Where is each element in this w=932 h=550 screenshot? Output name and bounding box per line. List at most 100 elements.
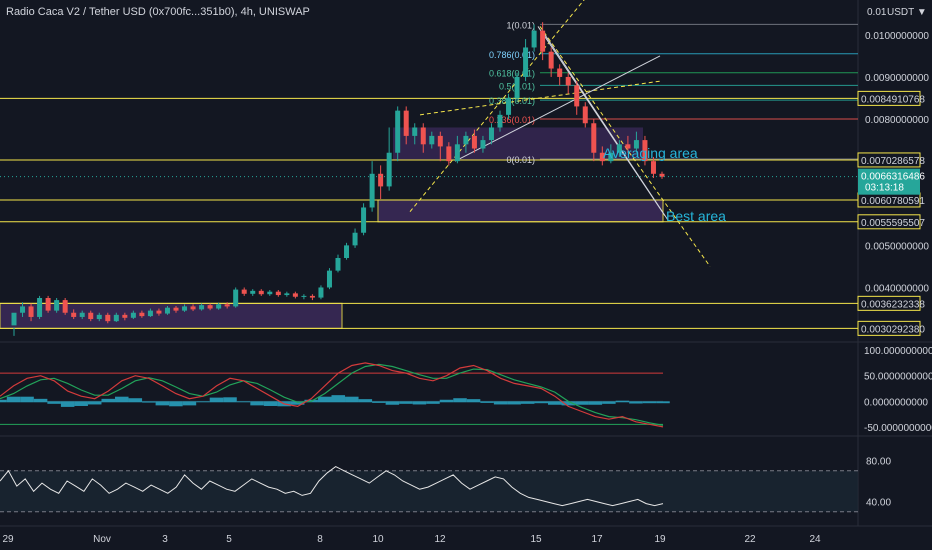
trend-line-channel xyxy=(419,80,661,116)
candle-body xyxy=(182,306,188,311)
candle-body xyxy=(582,106,588,124)
fib-level-label: 0.382(0.01) xyxy=(489,96,535,106)
macd-histogram-bar xyxy=(196,401,210,403)
candle-body xyxy=(531,30,537,48)
trend-line-channel-low xyxy=(454,55,661,162)
macd-y-tick: 50.0000000000 xyxy=(864,372,932,383)
candle-body xyxy=(11,312,17,326)
candle-body xyxy=(344,245,350,258)
macd-histogram-bar xyxy=(33,398,48,403)
macd-histogram-bar xyxy=(399,401,413,404)
candle-body xyxy=(326,270,332,288)
macd-histogram-bar xyxy=(250,401,264,406)
candle-body xyxy=(284,293,290,296)
fib-level-label: 0.786(0.01) xyxy=(489,50,535,60)
candle-body xyxy=(488,127,494,141)
candle-body xyxy=(130,312,136,318)
candle-body xyxy=(224,304,230,307)
candle-body xyxy=(20,306,26,313)
macd-histogram-bar xyxy=(426,401,440,404)
level-price-badge xyxy=(857,295,921,311)
candle-body xyxy=(199,305,205,310)
y-tick-label: 0.0040000000 xyxy=(865,283,929,294)
macd-histogram-bar xyxy=(209,397,224,403)
macd-histogram-bar xyxy=(412,401,427,405)
candle-body xyxy=(429,135,435,145)
candle-body xyxy=(386,152,392,187)
macd-histogram-bar xyxy=(466,399,481,403)
candle-body xyxy=(309,295,315,298)
candle-body xyxy=(454,144,460,162)
candle-body xyxy=(616,144,622,153)
candle-body xyxy=(267,291,273,295)
candle-body xyxy=(514,76,520,98)
macd-line xyxy=(0,362,664,428)
candle-body xyxy=(147,310,153,317)
candle-body xyxy=(54,300,60,311)
rsi-band xyxy=(0,470,858,512)
macd-histogram-bar xyxy=(317,396,332,403)
level-price-badge xyxy=(857,152,921,168)
level-price-badge xyxy=(857,90,921,106)
macd-histogram-bar xyxy=(480,401,494,403)
candle-body xyxy=(105,314,111,322)
macd-histogram-bar xyxy=(602,401,616,404)
fib-level-label: 0(0.01) xyxy=(506,155,535,165)
rsi-y-tick: 40.00 xyxy=(866,498,891,509)
candle-body xyxy=(523,47,529,77)
chart-title: Radio Caca V2 / Tether USD (0x700fc...35… xyxy=(6,6,310,18)
macd-histogram-bar xyxy=(223,397,237,403)
candle-body xyxy=(497,114,503,128)
candle-body xyxy=(608,152,614,162)
candle-body xyxy=(446,146,452,162)
macd-histogram-bar xyxy=(6,396,21,403)
macd-histogram-bar xyxy=(629,401,643,404)
candle-body xyxy=(164,307,170,314)
x-tick-label: 22 xyxy=(744,534,756,545)
candle-body xyxy=(420,127,426,145)
candle-body xyxy=(506,98,512,115)
candle-body xyxy=(540,30,546,52)
y-tick-label: 0.0080000000 xyxy=(865,115,929,126)
macd-histogram-bar xyxy=(656,401,670,404)
macd-histogram-bar xyxy=(642,401,657,404)
level-price-label: 0.0084910768 xyxy=(861,94,925,105)
candle-body xyxy=(190,306,196,310)
candle-body xyxy=(471,135,477,149)
macd-histogram-bar xyxy=(115,396,129,403)
macd-histogram-bar xyxy=(47,401,61,404)
candle-body xyxy=(122,314,128,318)
macd-histogram-bar xyxy=(0,399,7,403)
trend-line-down-2 xyxy=(537,26,666,217)
candle-body xyxy=(574,85,580,107)
candle-body xyxy=(45,298,51,311)
macd-histogram-bar xyxy=(534,401,548,404)
macd-histogram-bar xyxy=(101,398,116,403)
rsi-y-tick: 80.00 xyxy=(866,457,891,468)
candle-body xyxy=(463,135,469,145)
candle-body xyxy=(437,135,443,147)
level-price-label: 0.0070286578 xyxy=(861,156,925,167)
x-tick-label: 5 xyxy=(226,534,232,545)
macd-histogram-bar xyxy=(588,401,603,405)
macd-y-tick: 100.0000000000 xyxy=(864,346,932,357)
fib-level-label: 0.236(0.01) xyxy=(489,115,535,125)
macd-histogram-bar xyxy=(439,399,454,403)
macd-histogram-bar xyxy=(20,396,34,403)
macd-histogram-bar xyxy=(615,400,630,403)
macd-histogram-bar xyxy=(74,401,88,406)
macd-histogram-bar xyxy=(169,401,183,407)
candle-body xyxy=(369,173,375,208)
x-tick-label: 10 xyxy=(372,534,384,545)
macd-histogram-bar xyxy=(493,401,508,405)
y-tick-label: 0.01 xyxy=(867,7,887,18)
macd-histogram-bar xyxy=(60,401,75,407)
x-tick-label: 19 xyxy=(654,534,666,545)
candle-body xyxy=(233,289,239,307)
macd-histogram-bar xyxy=(358,399,373,403)
candle-body xyxy=(378,173,384,187)
currency-label: USDT ▼ xyxy=(887,7,927,18)
level-price-label: 0.0036232338 xyxy=(861,299,925,310)
candle-body xyxy=(625,144,631,149)
